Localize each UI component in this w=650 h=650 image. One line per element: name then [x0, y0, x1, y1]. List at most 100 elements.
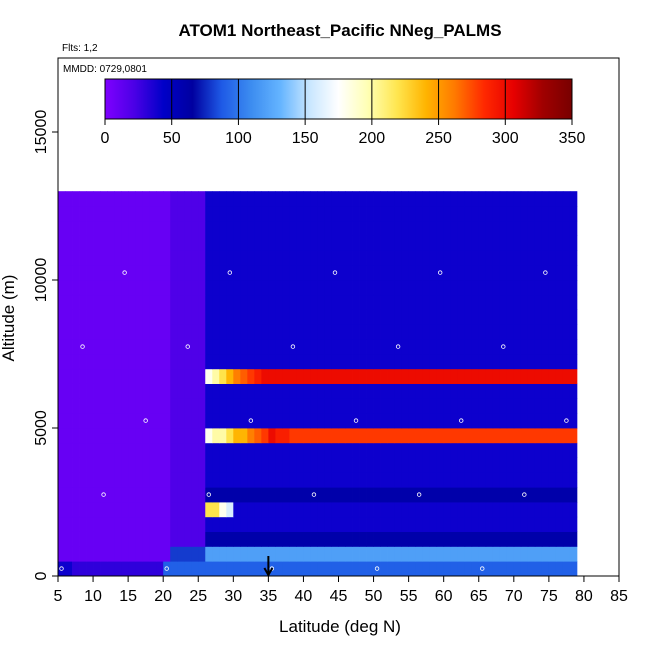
heatmap-cell	[408, 472, 417, 488]
heatmap-cell	[79, 191, 87, 207]
heatmap-cell	[289, 191, 297, 207]
heatmap-cell	[548, 428, 557, 444]
heatmap-cell	[338, 472, 346, 488]
heatmap-cell	[394, 265, 403, 281]
heatmap-cell	[324, 368, 332, 384]
heatmap-cell	[156, 398, 164, 414]
heatmap-cell	[380, 324, 388, 340]
heatmap-cell	[240, 502, 248, 518]
heatmap-cell	[506, 339, 515, 355]
heatmap-cell	[443, 531, 452, 547]
heatmap-cell	[289, 502, 297, 518]
heatmap-cell	[282, 442, 290, 458]
heatmap-cell	[303, 502, 311, 518]
heatmap-cell	[457, 487, 466, 503]
heatmap-cell	[352, 413, 360, 429]
heatmap-cell	[86, 250, 94, 266]
heatmap-cell	[170, 294, 178, 310]
heatmap-cell	[289, 428, 297, 444]
heatmap-cell	[387, 502, 395, 518]
heatmap-cell	[184, 516, 192, 532]
heatmap-cell	[422, 383, 431, 399]
heatmap-cell	[114, 206, 122, 222]
heatmap-cell	[170, 265, 178, 281]
heatmap-cell	[268, 206, 276, 222]
heatmap-cell	[282, 206, 290, 222]
heatmap-cell	[296, 487, 304, 503]
heatmap-cell	[72, 280, 80, 296]
heatmap-cell	[485, 339, 494, 355]
heatmap-cell	[247, 265, 255, 281]
heatmap-cell	[100, 502, 108, 518]
heatmap-cell	[72, 324, 80, 340]
heatmap-cell	[520, 354, 529, 370]
heatmap-cell	[128, 191, 136, 207]
heatmap-cell	[513, 502, 522, 518]
heatmap-cell	[478, 546, 487, 562]
heatmap-cell	[569, 235, 578, 251]
heatmap-cell	[226, 516, 234, 532]
heatmap-cell	[331, 354, 339, 370]
heatmap-cell	[387, 191, 395, 207]
heatmap-cell	[163, 413, 171, 429]
heatmap-cell	[282, 265, 290, 281]
heatmap-cell	[254, 428, 262, 444]
heatmap-cell	[443, 457, 452, 473]
heatmap-cell	[156, 428, 164, 444]
heatmap-cell	[464, 235, 473, 251]
heatmap-cell	[422, 472, 431, 488]
heatmap-cell	[520, 442, 529, 458]
track-marker	[311, 492, 317, 497]
heatmap-cell	[282, 457, 290, 473]
heatmap-cell	[359, 383, 367, 399]
heatmap-cell	[296, 531, 304, 547]
heatmap-cell	[135, 413, 143, 429]
heatmap-cell	[240, 442, 248, 458]
heatmap-cell	[58, 398, 66, 414]
heatmap-cell	[156, 206, 164, 222]
heatmap-cell	[478, 250, 487, 266]
heatmap-cell	[499, 294, 508, 310]
heatmap-cell	[149, 398, 157, 414]
heatmap-cell	[492, 383, 501, 399]
heatmap-cell	[261, 472, 269, 488]
heatmap-cell	[513, 324, 522, 340]
heatmap-cell	[366, 428, 374, 444]
heatmap-cell	[261, 324, 269, 340]
heatmap-cell	[562, 398, 571, 414]
heatmap-cell	[86, 531, 94, 547]
heatmap-cell	[100, 561, 108, 577]
heatmap-cell	[156, 368, 164, 384]
heatmap-cell	[184, 280, 192, 296]
heatmap-cell	[338, 265, 346, 281]
heatmap-cell	[513, 428, 522, 444]
heatmap-cell	[275, 561, 283, 577]
heatmap-cell	[240, 191, 248, 207]
heatmap-cell	[212, 339, 220, 355]
heatmap-cell	[177, 206, 185, 222]
heatmap-cell	[72, 235, 80, 251]
heatmap-cell	[79, 531, 87, 547]
heatmap-cell	[513, 354, 522, 370]
heatmap-cell	[373, 561, 381, 577]
heatmap-cell	[219, 354, 227, 370]
heatmap-cell	[275, 309, 283, 325]
heatmap-cell	[408, 531, 417, 547]
heatmap-cell	[401, 294, 410, 310]
heatmap-cell	[534, 280, 543, 296]
heatmap-cell	[198, 339, 206, 355]
heatmap-cell	[268, 265, 276, 281]
heatmap-cell	[338, 220, 346, 236]
heatmap-cell	[499, 442, 508, 458]
heatmap-cell	[464, 546, 473, 562]
heatmap-cell	[359, 309, 367, 325]
heatmap-cell	[415, 309, 424, 325]
heatmap-cell	[569, 398, 578, 414]
heatmap-cell	[352, 191, 360, 207]
heatmap-cell	[527, 294, 536, 310]
heatmap-cell	[499, 368, 508, 384]
heatmap-cell	[65, 472, 73, 488]
heatmap-cell	[233, 561, 241, 577]
heatmap-cell	[93, 428, 101, 444]
heatmap-cell	[100, 472, 108, 488]
